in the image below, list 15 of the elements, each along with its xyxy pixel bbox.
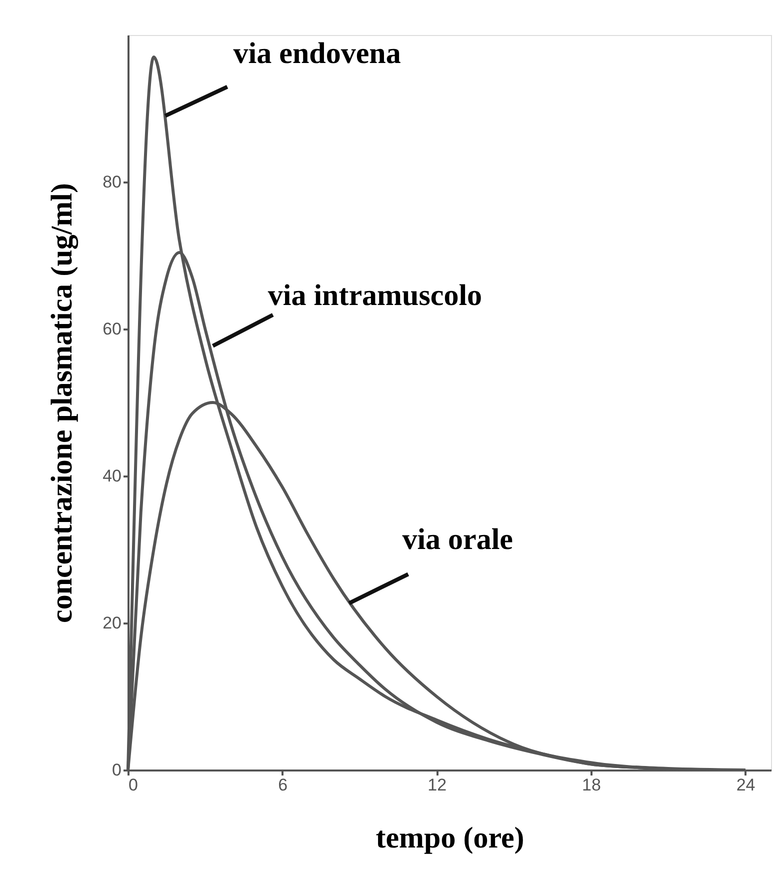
y-tick-label: 80 xyxy=(102,172,122,192)
annotation: via intramuscolo xyxy=(268,278,482,312)
y-tick-label: 40 xyxy=(102,466,122,486)
x-tick-label: 0 xyxy=(128,776,138,794)
y-axis-title: concentrazione plasmatica (ug/ml) xyxy=(46,183,79,623)
x-tick-label: 18 xyxy=(582,776,601,794)
y-tick-label: 20 xyxy=(102,614,122,632)
y-tick-label: 60 xyxy=(102,320,122,338)
x-tick-label: 6 xyxy=(278,776,288,794)
annotation: via endovena xyxy=(233,36,401,70)
x-axis-title: tempo (ore) xyxy=(376,822,524,854)
y-tick-label: 0 xyxy=(112,760,122,780)
annotation: via orale xyxy=(402,523,514,556)
x-tick-label: 12 xyxy=(428,776,447,794)
x-tick-label: 24 xyxy=(736,776,756,794)
